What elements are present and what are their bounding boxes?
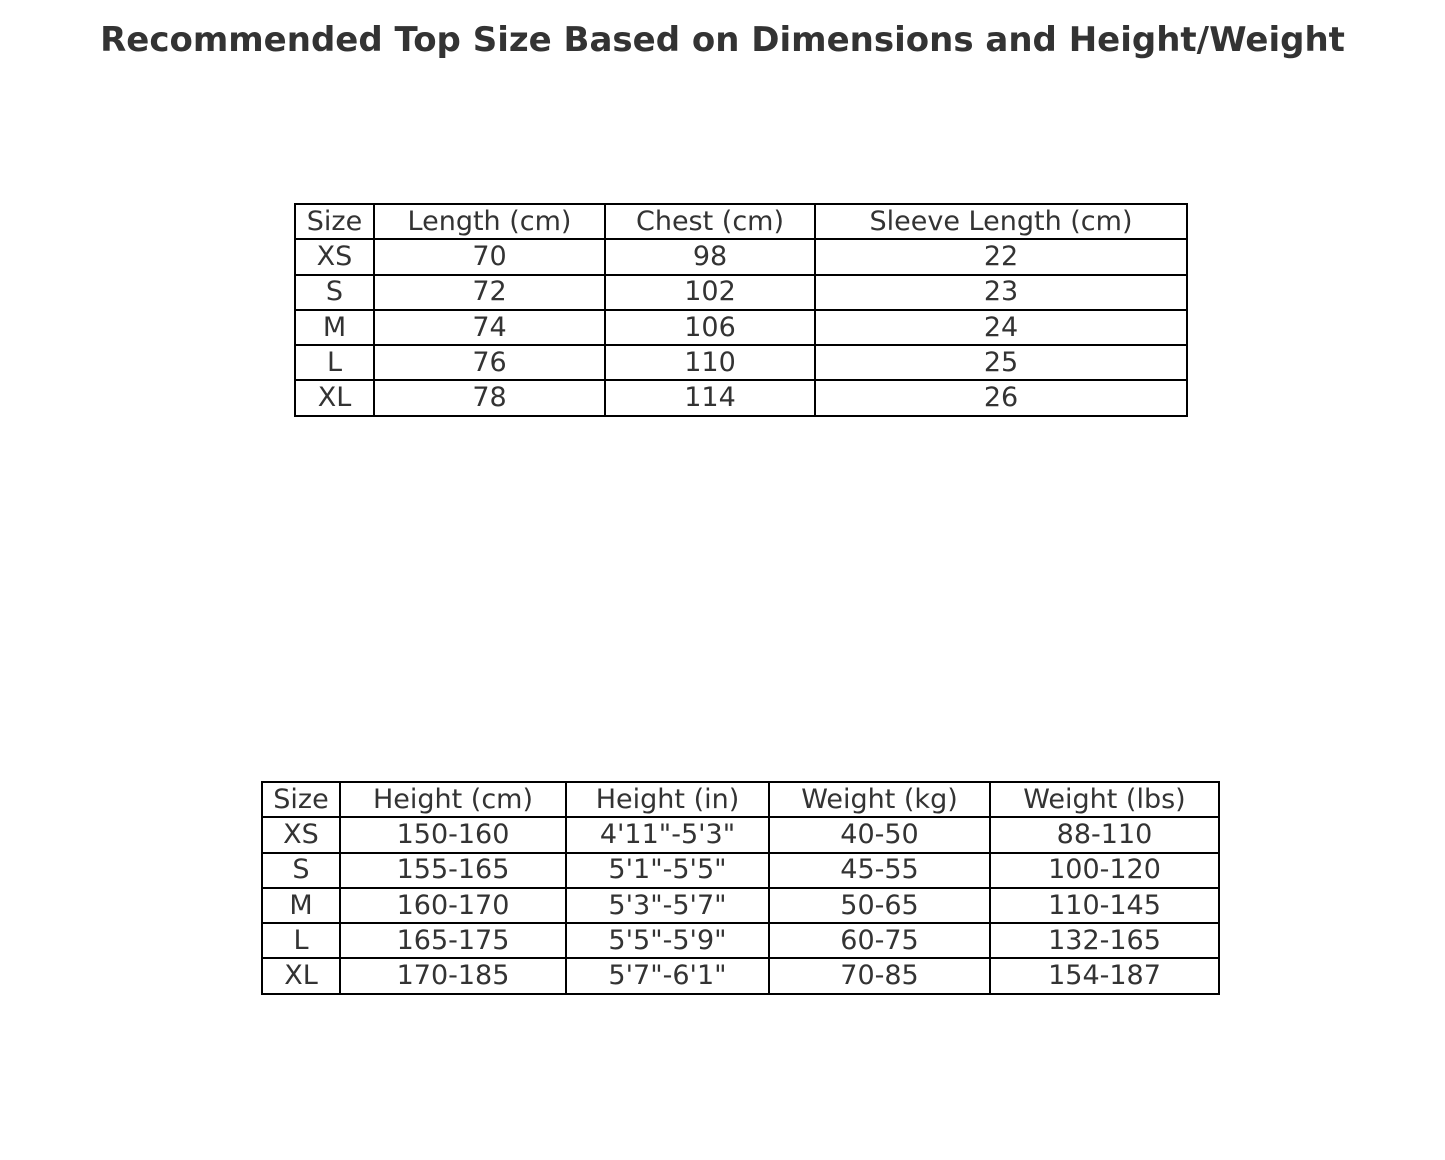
column-header: Weight (kg) xyxy=(768,780,991,819)
table-row: L 165-175 5'5"-5'9" 60-75 132-165 xyxy=(261,922,1220,960)
table-cell: 88-110 xyxy=(989,816,1220,854)
table-row: XS 150-160 4'11"-5'3" 40-50 88-110 xyxy=(261,816,1220,854)
table-cell: 154-187 xyxy=(989,957,1220,995)
figure-title: Recommended Top Size Based on Dimensions… xyxy=(100,20,1345,60)
table-cell: 40-50 xyxy=(768,816,991,854)
column-header: Length (cm) xyxy=(373,202,606,241)
table-row: XL 78 114 26 xyxy=(294,379,1188,417)
table-cell: 25 xyxy=(814,344,1188,382)
dimensions-table: Size Length (cm) Chest (cm) Sleeve Length (… xyxy=(294,202,1188,417)
table-cell: 165-175 xyxy=(339,922,567,960)
table-cell: 76 xyxy=(373,344,606,382)
table-cell: 70 xyxy=(373,238,606,276)
table-cell: XS xyxy=(261,816,341,854)
table-cell: XS xyxy=(294,238,375,276)
table-row: XL 170-185 5'7"-6'1" 70-85 154-187 xyxy=(261,957,1220,995)
table-cell: 78 xyxy=(373,379,606,417)
table-cell: 5'7"-6'1" xyxy=(565,957,770,995)
table-cell: 102 xyxy=(604,273,816,311)
table-cell: 5'1"-5'5" xyxy=(565,851,770,889)
table-cell: 74 xyxy=(373,308,606,347)
table-cell: S xyxy=(294,273,375,311)
table-cell: 155-165 xyxy=(339,851,567,889)
column-header: Size xyxy=(261,780,341,819)
table-cell: 45-55 xyxy=(768,851,991,889)
table-cell: M xyxy=(294,308,375,347)
table-row: XS 70 98 22 xyxy=(294,238,1188,276)
height-weight-table: Size Height (cm) Height (in) Weight (kg) Wei… xyxy=(261,780,1220,995)
table-cell: 100-120 xyxy=(989,851,1220,889)
table-cell: 98 xyxy=(604,238,816,276)
table-cell: 5'5"-5'9" xyxy=(565,922,770,960)
table-cell: L xyxy=(261,922,341,960)
table-cell: 170-185 xyxy=(339,957,567,995)
table-row: S 155-165 5'1"-5'5" 45-55 100-120 xyxy=(261,851,1220,889)
table-cell: 26 xyxy=(814,379,1188,417)
table-cell: 132-165 xyxy=(989,922,1220,960)
table-cell: XL xyxy=(261,957,341,995)
table-cell: XL xyxy=(294,379,375,417)
table-cell: 160-170 xyxy=(339,886,567,925)
table-cell: M xyxy=(261,886,341,925)
table-cell: 150-160 xyxy=(339,816,567,854)
table-cell: 72 xyxy=(373,273,606,311)
table-header-row: Size Length (cm) Chest (cm) Sleeve Length (… xyxy=(294,202,1188,241)
table-cell: 4'11"-5'3" xyxy=(565,816,770,854)
table-row: L 76 110 25 xyxy=(294,344,1188,382)
table-row: S 72 102 23 xyxy=(294,273,1188,311)
table-cell: 110 xyxy=(604,344,816,382)
column-header: Weight (lbs) xyxy=(989,780,1220,819)
column-header: Sleeve Length (cm) xyxy=(814,202,1188,241)
table-row: M 74 106 24 xyxy=(294,308,1188,347)
table-cell: 70-85 xyxy=(768,957,991,995)
table-header-row: Size Height (cm) Height (in) Weight (kg) Wei… xyxy=(261,780,1220,819)
column-header: Size xyxy=(294,202,375,241)
table-cell: 5'3"-5'7" xyxy=(565,886,770,925)
table-cell: 24 xyxy=(814,308,1188,347)
table-cell: 23 xyxy=(814,273,1188,311)
table-cell: 60-75 xyxy=(768,922,991,960)
table-cell: 106 xyxy=(604,308,816,347)
column-header: Height (cm) xyxy=(339,780,567,819)
column-header: Height (in) xyxy=(565,780,770,819)
table-cell: 22 xyxy=(814,238,1188,276)
table-cell: L xyxy=(294,344,375,382)
table-cell: 114 xyxy=(604,379,816,417)
table-cell: 50-65 xyxy=(768,886,991,925)
table-cell: S xyxy=(261,851,341,889)
table-row: M 160-170 5'3"-5'7" 50-65 110-145 xyxy=(261,886,1220,925)
table-cell: 110-145 xyxy=(989,886,1220,925)
column-header: Chest (cm) xyxy=(604,202,816,241)
